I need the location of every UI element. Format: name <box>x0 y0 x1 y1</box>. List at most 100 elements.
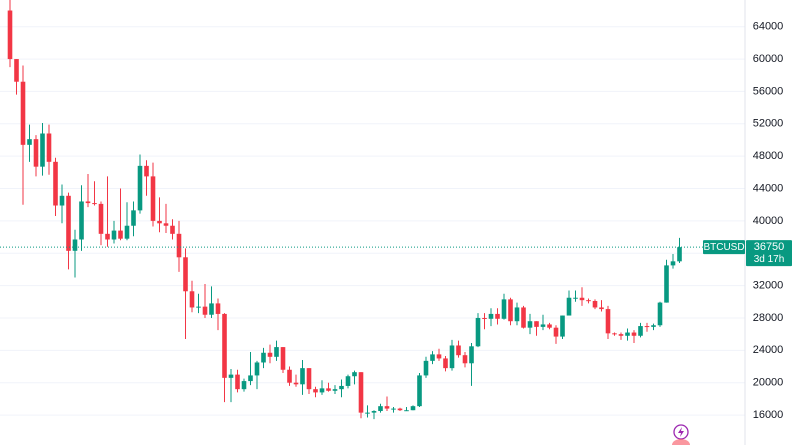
candle-body <box>40 133 45 167</box>
candle-body <box>79 201 84 240</box>
candle-body <box>553 327 559 337</box>
candle-body <box>410 406 416 411</box>
candle-body <box>163 223 169 226</box>
y-tick-label: 52000 <box>753 118 784 130</box>
candle-body <box>521 307 526 328</box>
candle-body <box>131 210 136 226</box>
candle-body <box>105 233 110 240</box>
candle-body <box>287 369 292 383</box>
candle-body <box>215 303 221 314</box>
candle-body <box>59 195 65 206</box>
candle-body <box>248 375 253 382</box>
symbol-tag <box>703 240 745 255</box>
candle-body <box>124 225 130 239</box>
candle-body <box>378 406 383 412</box>
candle-body <box>144 165 149 177</box>
candle-body <box>657 302 663 326</box>
candle-body <box>300 368 305 385</box>
candle-body <box>482 317 487 319</box>
y-tick-label: 32000 <box>753 280 784 292</box>
candle-body <box>196 306 201 308</box>
candle-body <box>592 300 598 308</box>
candle-body <box>319 388 325 393</box>
candle-body <box>235 374 240 390</box>
candle-body <box>495 313 500 319</box>
candle-body <box>150 176 156 221</box>
candle-body <box>475 317 481 347</box>
candle-body <box>579 297 585 301</box>
price-tag-box <box>746 240 792 267</box>
candle-body <box>644 326 650 328</box>
symbol-label: BTCUSD <box>703 242 744 253</box>
y-tick-label: 16000 <box>753 409 784 421</box>
candle-body <box>14 59 19 82</box>
candle-body <box>423 360 429 376</box>
candle-body <box>189 291 195 308</box>
candle-body <box>274 347 279 357</box>
candle-body <box>326 388 331 391</box>
candle-body <box>514 307 520 322</box>
y-tick-label: 40000 <box>753 215 784 227</box>
candle-body <box>391 408 396 410</box>
candle-body <box>170 225 175 234</box>
candle-body <box>66 195 71 251</box>
candle-body <box>586 300 591 302</box>
grid <box>0 26 745 416</box>
candle-body <box>462 355 468 364</box>
candle-body <box>306 368 312 390</box>
last-price-label: 36750 <box>754 241 785 253</box>
candle-body <box>118 230 123 239</box>
candle-body <box>293 382 299 385</box>
candle-body <box>417 375 422 407</box>
y-tick-label: 48000 <box>753 150 784 162</box>
candle-body <box>397 408 403 411</box>
candle-body <box>670 261 676 266</box>
candle-body <box>534 321 539 327</box>
candle-body <box>508 299 513 322</box>
candle-body <box>501 299 507 319</box>
y-tick-label: 24000 <box>753 344 784 356</box>
y-tick-label: 20000 <box>753 377 784 389</box>
candle-body <box>157 220 162 224</box>
candle-body <box>137 165 143 211</box>
candle-body <box>540 324 546 327</box>
candle-body <box>625 332 630 336</box>
candle-body <box>313 389 318 393</box>
candle-body <box>92 203 97 205</box>
candle-body <box>488 313 494 319</box>
candle-body <box>358 372 364 413</box>
candle-body <box>183 257 188 292</box>
candle-body <box>72 239 78 251</box>
candle-body <box>222 313 227 378</box>
candle-body <box>241 381 247 390</box>
candle-body <box>527 321 533 328</box>
lightning-icon[interactable] <box>672 424 690 445</box>
candle-body <box>98 203 104 234</box>
candle-body <box>618 334 624 336</box>
candle-body <box>267 352 273 357</box>
candle-body <box>111 230 117 240</box>
candle-body <box>27 139 32 145</box>
candle-body <box>20 81 26 145</box>
candle-body <box>404 410 409 412</box>
candle-body <box>365 412 370 414</box>
candle-body <box>430 354 435 361</box>
candle-body <box>566 297 572 316</box>
y-tick-label: 60000 <box>753 53 784 65</box>
candle-body <box>677 247 682 262</box>
candle-body <box>605 309 611 334</box>
candle-body <box>85 201 91 204</box>
candle-body <box>202 306 208 315</box>
candle-body <box>254 362 260 376</box>
candle-body <box>547 324 552 328</box>
candle-body <box>612 333 617 335</box>
candle-body <box>345 376 351 386</box>
candle-body <box>436 354 442 359</box>
y-tick-label: 64000 <box>753 21 784 33</box>
candle-body <box>449 345 455 369</box>
candle-body <box>443 358 448 369</box>
candle-body <box>573 297 578 299</box>
candle-body <box>384 406 390 409</box>
